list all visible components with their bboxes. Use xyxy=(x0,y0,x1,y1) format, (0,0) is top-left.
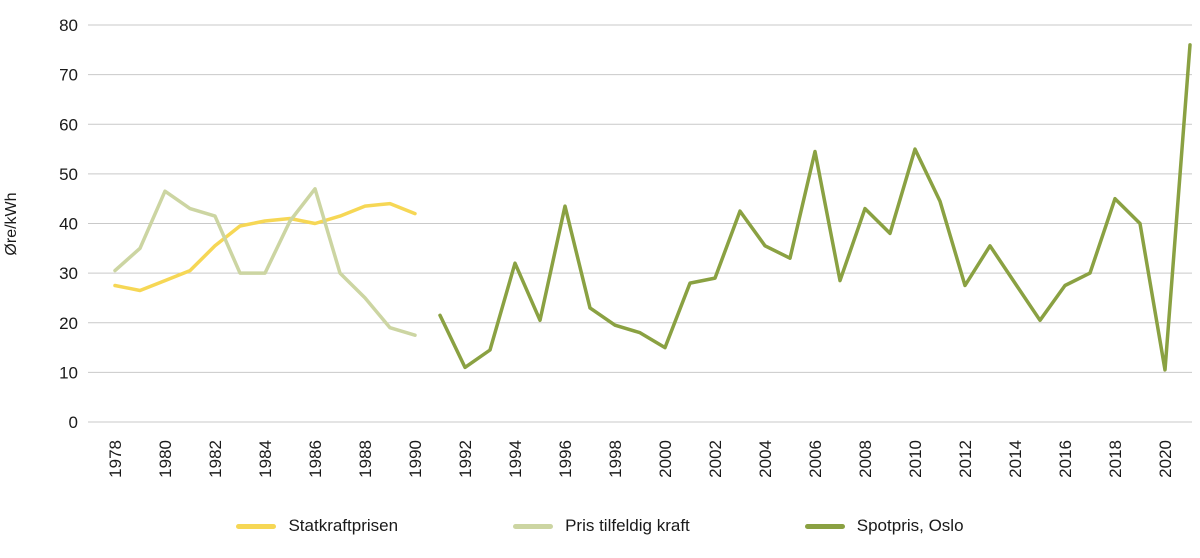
x-tick-label-1992: 1992 xyxy=(456,440,475,478)
legend-swatch-pris-tilfeldig-kraft-icon xyxy=(513,523,554,529)
x-tick-label-1994: 1994 xyxy=(506,440,525,478)
y-tick-label-50: 50 xyxy=(59,165,78,184)
chart-legend: Statkraftprisen Pris tilfeldig kraft Spo… xyxy=(0,516,1200,536)
y-tick-label-30: 30 xyxy=(59,264,78,283)
x-tick-label-2000: 2000 xyxy=(656,440,675,478)
x-tick-label-1998: 1998 xyxy=(606,440,625,478)
x-tick-label-2006: 2006 xyxy=(806,440,825,478)
x-tick-label-2018: 2018 xyxy=(1106,440,1125,478)
x-tick-label-2010: 2010 xyxy=(906,440,925,478)
x-tick-label-2012: 2012 xyxy=(956,440,975,478)
x-tick-label-1988: 1988 xyxy=(356,440,375,478)
legend-swatch-spotpris-oslo-icon xyxy=(804,523,845,529)
y-tick-label-70: 70 xyxy=(59,66,78,85)
y-tick-label-0: 0 xyxy=(69,413,78,432)
x-tick-label-1982: 1982 xyxy=(206,440,225,478)
legend-label-pris-tilfeldig-kraft: Pris tilfeldig kraft xyxy=(565,516,690,535)
x-tick-label-1984: 1984 xyxy=(256,440,275,478)
x-tick-label-1980: 1980 xyxy=(156,440,175,478)
y-tick-label-80: 80 xyxy=(59,16,78,35)
legend-item-spotpris-oslo: Spotpris, Oslo xyxy=(804,516,964,536)
y-tick-label-60: 60 xyxy=(59,115,78,134)
series-line-statkraftprisen xyxy=(113,201,417,293)
line-chart-canvas: Øre/kWh 0 10 20 30 40 50 60 70 80 1978 1980 1982 198… xyxy=(3,16,1192,478)
x-tick-label-2004: 2004 xyxy=(756,440,775,478)
x-tick-label-1996: 1996 xyxy=(556,440,575,478)
y-axis-title: Øre/kWh xyxy=(3,192,20,255)
series-line-pris-tilfeldig-kraft xyxy=(113,187,417,337)
y-tick-label-40: 40 xyxy=(59,215,78,234)
series-line-spotpris-oslo xyxy=(438,43,1192,372)
x-tick-label-1986: 1986 xyxy=(306,440,325,478)
y-tick-label-20: 20 xyxy=(59,314,78,333)
x-tick-label-1990: 1990 xyxy=(406,440,425,478)
legend-item-pris-tilfeldig-kraft: Pris tilfeldig kraft xyxy=(513,516,690,536)
x-tick-label-2008: 2008 xyxy=(856,440,875,478)
x-tick-label-2016: 2016 xyxy=(1056,440,1075,478)
legend-label-statkraftprisen: Statkraftprisen xyxy=(288,516,399,535)
legend-swatch-statkraftprisen-icon xyxy=(236,523,277,529)
x-tick-label-2002: 2002 xyxy=(706,440,725,478)
x-tick-label-1978: 1978 xyxy=(106,440,125,478)
y-tick-label-10: 10 xyxy=(59,363,78,382)
x-tick-label-2014: 2014 xyxy=(1006,440,1025,478)
legend-label-spotpris-oslo: Spotpris, Oslo xyxy=(856,516,964,535)
legend-item-statkraftprisen: Statkraftprisen xyxy=(236,516,398,536)
x-tick-label-2020: 2020 xyxy=(1156,440,1175,478)
